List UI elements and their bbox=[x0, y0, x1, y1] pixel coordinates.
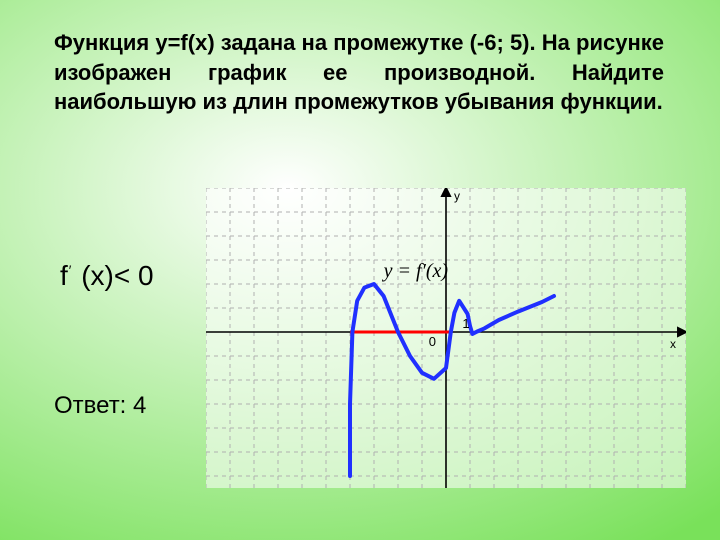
formula-cmp: < 0 bbox=[114, 260, 154, 291]
answer-label: Ответ: bbox=[54, 392, 126, 419]
derivative-chart: x y 0 1 y = f′(x) bbox=[206, 188, 686, 488]
svg-text:1: 1 bbox=[462, 316, 469, 331]
svg-text:y = f′(x): y = f′(x) bbox=[382, 260, 449, 282]
condition-formula: f′ (x)< 0 bbox=[60, 260, 154, 292]
svg-text:x: x bbox=[670, 337, 676, 351]
formula-prime: ′ bbox=[69, 262, 72, 278]
task-text: Функция y=f(x) задана на промежутке (-6;… bbox=[54, 28, 664, 117]
answer-value: 4 bbox=[133, 392, 146, 419]
answer-line: Ответ: 4 bbox=[54, 392, 146, 420]
formula-arg: (x) bbox=[81, 260, 114, 291]
svg-text:0: 0 bbox=[429, 334, 436, 349]
svg-text:y: y bbox=[454, 189, 460, 203]
formula-fn: f bbox=[60, 260, 68, 291]
